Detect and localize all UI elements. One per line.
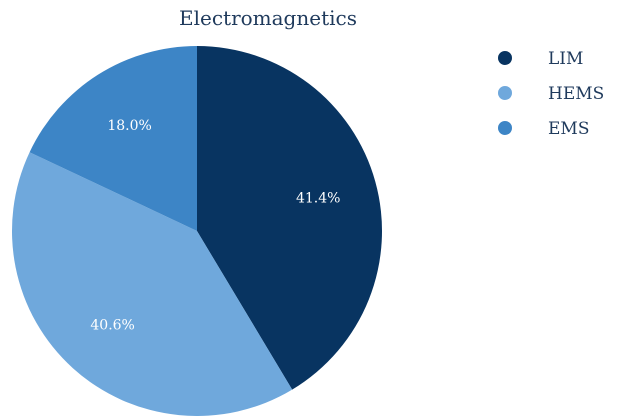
legend-marker-lim xyxy=(498,51,512,65)
chart-legend: LIM HEMS EMS xyxy=(498,49,604,139)
pie-slices xyxy=(12,46,382,416)
chart-title: Electromagnetics xyxy=(179,6,357,30)
legend-label-ems: EMS xyxy=(548,119,589,139)
slice-label-ems: 18.0% xyxy=(107,118,151,134)
legend-marker-ems xyxy=(498,121,512,135)
legend-marker-hems xyxy=(498,86,512,100)
slice-label-lim: 41.4% xyxy=(296,190,340,206)
legend-label-lim: LIM xyxy=(548,49,583,69)
legend-label-hems: HEMS xyxy=(548,84,604,104)
slice-label-hems: 40.6% xyxy=(90,317,134,333)
